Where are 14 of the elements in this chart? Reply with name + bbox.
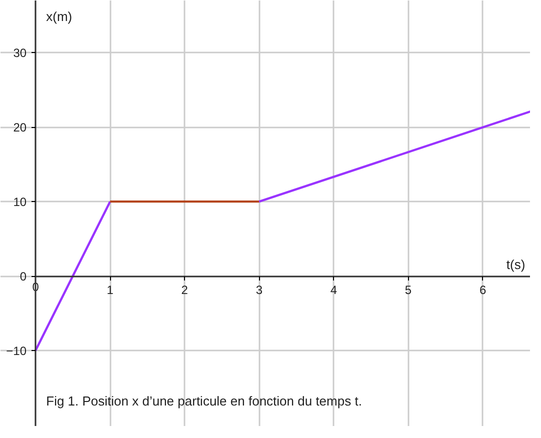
x-tick-label: 6 bbox=[479, 283, 486, 298]
x-tick-label: 3 bbox=[256, 283, 263, 298]
y-axis-title: x(m) bbox=[46, 9, 72, 24]
y-tick-label: 0 bbox=[20, 270, 27, 284]
annotation: Fig 1. Position x d’une particule en fonction du temps t. bbox=[46, 393, 362, 408]
x-tick-label: 4 bbox=[330, 283, 338, 298]
y-tick-label: 20 bbox=[13, 120, 27, 135]
x-tick-label: 1 bbox=[106, 283, 114, 298]
x-tick-label: 2 bbox=[181, 283, 188, 298]
y-tick-label: 30 bbox=[13, 46, 27, 60]
x-axis-title: t(s) bbox=[506, 256, 526, 272]
x-tick-label: 5 bbox=[404, 283, 412, 298]
y-tick-label: −10 bbox=[6, 344, 27, 358]
y-tick-label: 10 bbox=[13, 195, 27, 210]
